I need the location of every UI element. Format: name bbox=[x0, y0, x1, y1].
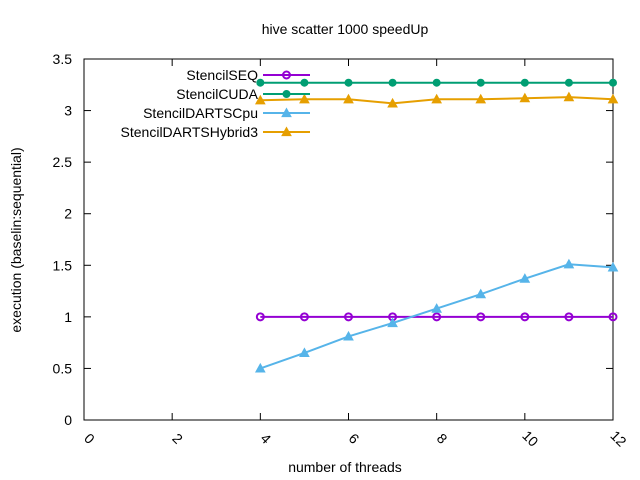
data-point bbox=[254, 362, 266, 373]
data-point bbox=[256, 78, 265, 87]
data-point bbox=[300, 78, 309, 87]
x-tick-label: 0 bbox=[81, 430, 98, 447]
data-point bbox=[476, 312, 486, 322]
data-point bbox=[564, 78, 573, 87]
y-tick-label: 1.5 bbox=[53, 257, 73, 273]
x-tick-label: 10 bbox=[519, 427, 541, 449]
data-point bbox=[519, 92, 531, 103]
data-point bbox=[475, 93, 487, 104]
legend-swatch-marker bbox=[282, 90, 291, 98]
data-point bbox=[255, 312, 265, 322]
legend-label: StencilDARTSCpu bbox=[143, 105, 258, 121]
x-tick-label: 8 bbox=[434, 430, 451, 447]
y-tick-label: 3 bbox=[64, 103, 72, 119]
data-point bbox=[299, 93, 310, 104]
data-point bbox=[519, 273, 531, 283]
y-axis-label: execution (baselin:sequential) bbox=[8, 147, 24, 332]
legend-swatch-marker bbox=[281, 126, 292, 137]
legend-swatch-marker bbox=[282, 70, 291, 80]
data-point bbox=[387, 317, 398, 328]
chart-title: hive scatter 1000 speedUp bbox=[262, 21, 429, 37]
y-tick-label: 3.5 bbox=[53, 51, 73, 67]
x-tick-label: 2 bbox=[169, 430, 186, 447]
y-tick-label: 0.5 bbox=[53, 360, 73, 376]
data-point bbox=[607, 261, 619, 272]
data-point bbox=[343, 93, 354, 104]
legend: StencilSEQ StencilCUDA StencilDARTSCpu Sten… bbox=[121, 67, 310, 140]
data-point bbox=[432, 78, 441, 87]
series-StencilDARTSHybrid3 bbox=[254, 91, 619, 108]
data-point bbox=[299, 347, 310, 358]
y-tick-label: 1 bbox=[64, 309, 72, 325]
x-tick-label: 6 bbox=[346, 430, 363, 447]
legend-swatch-marker bbox=[281, 107, 292, 118]
data-point bbox=[476, 78, 485, 87]
data-point bbox=[388, 78, 397, 87]
data-point bbox=[432, 312, 442, 322]
data-point bbox=[343, 330, 354, 341]
data-point bbox=[607, 93, 619, 104]
legend-label: StencilCUDA bbox=[176, 86, 258, 102]
data-point bbox=[564, 312, 574, 322]
data-point bbox=[520, 312, 530, 322]
series-StencilCUDA bbox=[256, 78, 617, 87]
axes: 0 0.5 1 1.5 2 2.5 3 3.5 0 2 4 6 8 10 12 bbox=[53, 51, 630, 450]
series-StencilSEQ bbox=[255, 312, 618, 322]
data-point bbox=[299, 312, 309, 322]
data-point bbox=[431, 93, 443, 104]
data-point bbox=[387, 97, 398, 108]
y-tick-label: 2.5 bbox=[53, 154, 73, 170]
data-point bbox=[520, 78, 529, 87]
data-point bbox=[344, 312, 353, 322]
data-point bbox=[475, 288, 487, 299]
y-tick-label: 2 bbox=[64, 206, 72, 222]
data-point bbox=[431, 303, 443, 313]
x-tick-label: 4 bbox=[257, 430, 274, 447]
series-StencilDARTSCpu bbox=[254, 258, 619, 373]
x-tick-label: 12 bbox=[607, 427, 629, 449]
data-point bbox=[344, 78, 353, 87]
data-point bbox=[563, 91, 575, 102]
data-point bbox=[609, 78, 617, 87]
y-tick-label: 0 bbox=[64, 412, 72, 428]
data-point bbox=[608, 312, 618, 322]
legend-label: StencilSEQ bbox=[186, 67, 258, 83]
data-point bbox=[563, 258, 575, 269]
legend-label: StencilDARTSHybrid3 bbox=[121, 124, 259, 140]
series-layer bbox=[254, 78, 619, 373]
data-point bbox=[254, 94, 266, 105]
x-axis-label: number of threads bbox=[288, 459, 402, 475]
